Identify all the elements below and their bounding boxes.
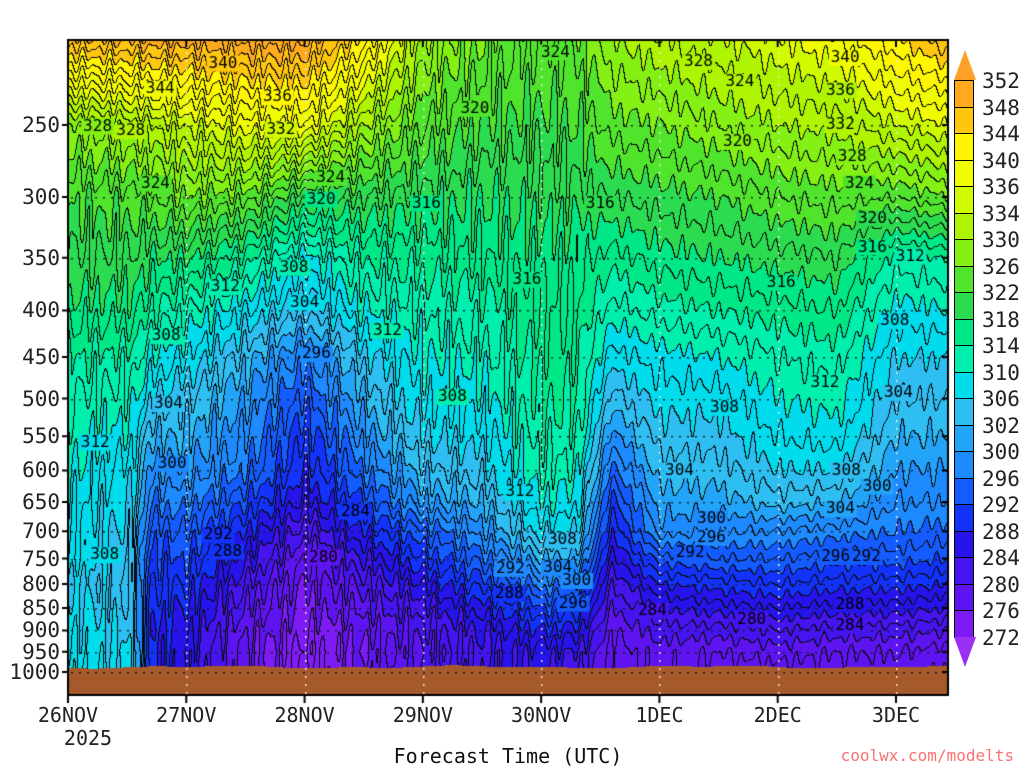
colorbar-tick-label: 306 [982, 387, 1020, 412]
colorbar-segment [954, 610, 974, 638]
colorbar-tick-label: 340 [982, 148, 1020, 173]
colorbar-segment [954, 318, 974, 347]
colorbar-tick-label: 288 [982, 519, 1020, 544]
x-axis-tick-label: 3DEC [871, 703, 921, 727]
colorbar-tick-label: 284 [982, 546, 1020, 571]
x-axis-tick-label: 29NOV [392, 703, 453, 727]
colorbar-segment [954, 133, 974, 161]
watermark-text: coolwx.com/modelts [840, 746, 1014, 765]
colorbar-tick-label: 344 [982, 122, 1020, 147]
x-axis-tick-label: 27NOV [156, 703, 217, 727]
colorbar-tick-label: 336 [982, 175, 1020, 200]
colorbar-segment [954, 557, 974, 585]
x-axis-tick-label: 26NOV [37, 703, 99, 727]
colorbar-tick-label: 314 [982, 334, 1020, 359]
colorbar-tick-label: 272 [982, 626, 1020, 650]
y-axis-tick-label: 800 [22, 571, 60, 596]
colorbar-tick-label: 280 [982, 572, 1020, 597]
y-axis-tick-label: 650 [22, 490, 60, 515]
x-axis-title: Forecast Time (UTC) [393, 744, 623, 768]
colorbar-tick-label: 296 [982, 466, 1020, 491]
y-axis-tick-label: 600 [22, 458, 60, 483]
colorbar-segment [954, 292, 974, 320]
colorbar-tick-label: 302 [982, 413, 1020, 438]
colorbar-tick-label: 292 [982, 493, 1020, 518]
colorbar-arrow-down-icon [954, 637, 976, 667]
y-axis-tick-label: 350 [22, 245, 60, 270]
colorbar-tick-label: 322 [982, 281, 1020, 306]
y-axis-tick-label: 900 [22, 618, 60, 643]
colorbar-tick-label: 334 [982, 201, 1020, 226]
colorbar-tick-label: 326 [982, 254, 1020, 279]
y-axis-tick-label: 1000 [9, 660, 60, 685]
colorbar-tick-label: 330 [982, 228, 1020, 253]
colorbar-segment [954, 106, 974, 135]
colorbar-segment [954, 265, 974, 294]
colorbar-segment [954, 424, 974, 453]
y-axis-tick-label: 500 [22, 386, 60, 411]
x-axis-year-label: 2025 [63, 726, 113, 750]
colorbar-segment [954, 186, 974, 214]
y-axis-tick-label: 400 [22, 298, 60, 323]
y-axis-tick-label: 850 [22, 595, 60, 620]
colorbar-arrow-up-icon [954, 50, 976, 80]
colorbar-tick-label: 318 [982, 307, 1020, 332]
x-axis-tick-label: 28NOV [274, 703, 335, 727]
y-axis-tick-label: 750 [22, 546, 60, 571]
x-axis-tick-label: 1DEC [635, 703, 684, 727]
colorbar-segment [954, 345, 974, 373]
colorbar-segment [954, 80, 974, 108]
colorbar-tick-label: 348 [982, 95, 1020, 120]
y-axis-tick-label: 300 [22, 184, 60, 209]
colorbar-segment [954, 371, 974, 400]
x-axis-tick-label: 30NOV [511, 703, 572, 727]
y-axis-tick-label: 250 [22, 113, 60, 137]
colorbar-segment [954, 212, 974, 241]
colorbar-segment [954, 451, 974, 479]
colorbar-segment [954, 504, 974, 532]
y-axis-tick-label: 950 [22, 639, 60, 664]
y-axis-tick-label: 450 [22, 344, 60, 369]
colorbar-segment [954, 583, 974, 612]
colorbar-segment [954, 477, 974, 506]
colorbar-tick-label: 300 [982, 440, 1020, 465]
colorbar-tick-label: 352 [982, 69, 1020, 93]
y-axis-tick-label: 550 [22, 424, 60, 449]
y-axis-tick-label: 700 [22, 519, 60, 544]
colorbar-tick-label: 276 [982, 599, 1020, 624]
colorbar-segment [954, 159, 974, 188]
x-axis-tick-label: 2DEC [753, 703, 802, 727]
colorbar-segment [954, 530, 974, 559]
colorbar-segment [954, 239, 974, 267]
colorbar-tick-label: 310 [982, 360, 1020, 385]
colorbar-segment [954, 398, 974, 426]
